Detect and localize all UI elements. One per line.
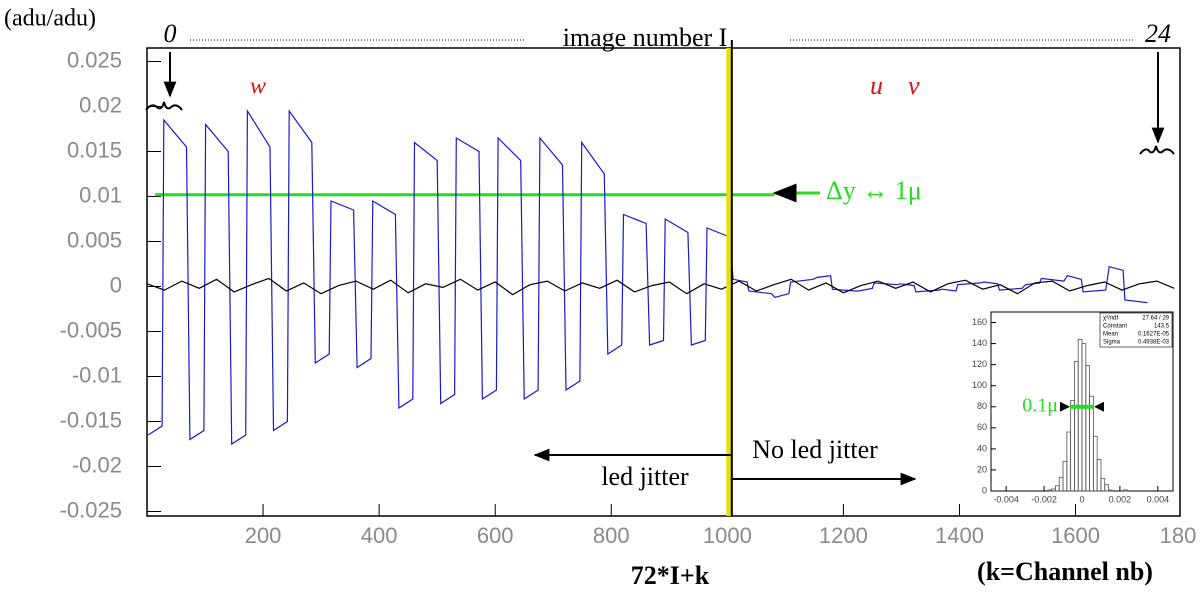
inset-y-tick-label: 160 [972, 317, 987, 327]
x-tick-label: 400 [361, 523, 398, 548]
histogram-bin [1123, 489, 1128, 492]
stats-value: 0.4938E-03 [1138, 340, 1170, 346]
y-tick-label: 0.01 [79, 182, 122, 207]
y-tick-label: -0.01 [72, 362, 122, 387]
y-tick-label: 0.025 [67, 47, 122, 72]
first-image-label: 0 [164, 19, 177, 48]
inset-x-tick-label: 0.002 [1109, 494, 1132, 504]
x-tick-label: 1600 [1051, 523, 1100, 548]
stats-label: Sigma [1103, 340, 1121, 346]
series-line [146, 277, 1175, 296]
top-label: image number I [563, 23, 728, 52]
y-tick-label: -0.02 [72, 452, 122, 477]
width-arrow [1060, 401, 1104, 412]
y-tick-label: -0.015 [60, 407, 122, 432]
inset-x-tick-label: 0.004 [1147, 494, 1170, 504]
y-tick-label: 0 [110, 272, 122, 297]
y-tick-label: -0.025 [60, 497, 122, 522]
x-tick-label: 1200 [819, 523, 868, 548]
inset-x-tick-label: -0.004 [993, 494, 1019, 504]
plot-frame [146, 47, 1181, 517]
inset: 0 20 40 60 80 100 120 140 160 -0.004 -0.002 0 0.002 0… [972, 311, 1174, 504]
histogram-bin [1096, 459, 1102, 492]
annotation: No led jitter [752, 435, 878, 464]
x-axis-label: 72*I+k [631, 561, 710, 590]
y-tick-label: -0.005 [60, 317, 122, 342]
y-tick-label: 0.02 [79, 92, 122, 117]
x-axis-note: (k=Channel nb) [977, 557, 1153, 586]
series-line [147, 108, 1148, 446]
inset-y-tick-label: 60 [977, 422, 987, 432]
stats-value: 143.5 [1154, 324, 1170, 330]
stats-label: Mean [1103, 332, 1118, 338]
stats-value: 0.1627E-05 [1138, 332, 1170, 338]
y-tick-label: 0.005 [67, 227, 122, 252]
brace [145, 101, 183, 111]
x-tick-label: 600 [477, 523, 514, 548]
annotation: Δy ↔ 1μ [826, 176, 922, 205]
brace [1139, 145, 1175, 155]
inset-x-tick-label: 0 [1079, 494, 1084, 504]
inset-y-tick-label: 100 [972, 380, 987, 390]
width-label: 0.1μ [1022, 394, 1058, 416]
stats-label: χ²/ndf [1103, 316, 1118, 322]
inset-y-tick-label: 120 [972, 359, 987, 369]
x-tick-label: 180 [1160, 523, 1197, 548]
annotation: w [250, 74, 266, 100]
last-image-label: 24 [1145, 19, 1171, 48]
stats-label: Constant [1103, 324, 1127, 330]
y-axis-label: (adu/adu) [4, 6, 96, 32]
y-tick-label: 0.015 [67, 137, 122, 162]
annotation: led jitter [601, 462, 689, 491]
inset-x-tick-label: -0.002 [1031, 494, 1057, 504]
x-tick-label: 1400 [935, 523, 984, 548]
x-tick-label: 200 [245, 523, 282, 548]
inset-y-tick-label: 40 [977, 443, 987, 453]
annotation: v [908, 71, 920, 100]
inset-y-tick-label: 80 [977, 401, 987, 411]
annotation: u [870, 71, 883, 100]
x-tick-label: 800 [593, 523, 630, 548]
x-tick-label: 1000 [703, 523, 752, 548]
inset-y-tick-label: 0 [982, 485, 987, 495]
inset-y-tick-label: 140 [972, 338, 987, 348]
stats-box [1099, 312, 1173, 348]
inset-y-tick-label: 20 [977, 464, 987, 474]
histogram-bin [1104, 484, 1109, 492]
stats-value: 27.64 / 29 [1142, 316, 1169, 322]
histogram-bin [1108, 489, 1113, 492]
